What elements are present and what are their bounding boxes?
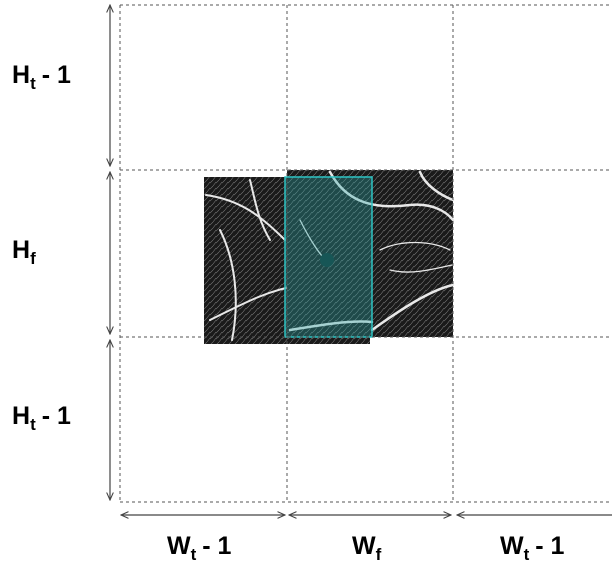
label-part: - 1 (42, 402, 71, 430)
label-part: H (12, 61, 30, 89)
diagram: Ht - 1 Hf Ht - 1 Wt - 1 Wf Wt - 1 (0, 0, 612, 565)
label-part: t (30, 415, 36, 434)
label-part: W (167, 532, 191, 560)
label-part: H (12, 402, 30, 430)
width-label: Wt - 1 (167, 532, 232, 564)
width-label: Wf (352, 532, 382, 564)
label-part: H (12, 236, 30, 264)
label-part: W (352, 532, 376, 560)
label-part: - 1 (202, 532, 231, 560)
overlap-box (285, 177, 372, 337)
label-part: - 1 (535, 532, 564, 560)
label-part: f (30, 249, 36, 268)
label-part: t (524, 545, 530, 564)
width-label: Wt - 1 (500, 532, 565, 564)
label-part: t (30, 74, 36, 93)
height-label: Ht - 1 (12, 61, 71, 93)
label-part: - 1 (42, 61, 71, 89)
label-part: W (500, 532, 524, 560)
label-part: f (376, 545, 382, 564)
height-label: Hf (12, 236, 36, 268)
label-part: t (191, 545, 197, 564)
height-label: Ht - 1 (12, 402, 71, 434)
